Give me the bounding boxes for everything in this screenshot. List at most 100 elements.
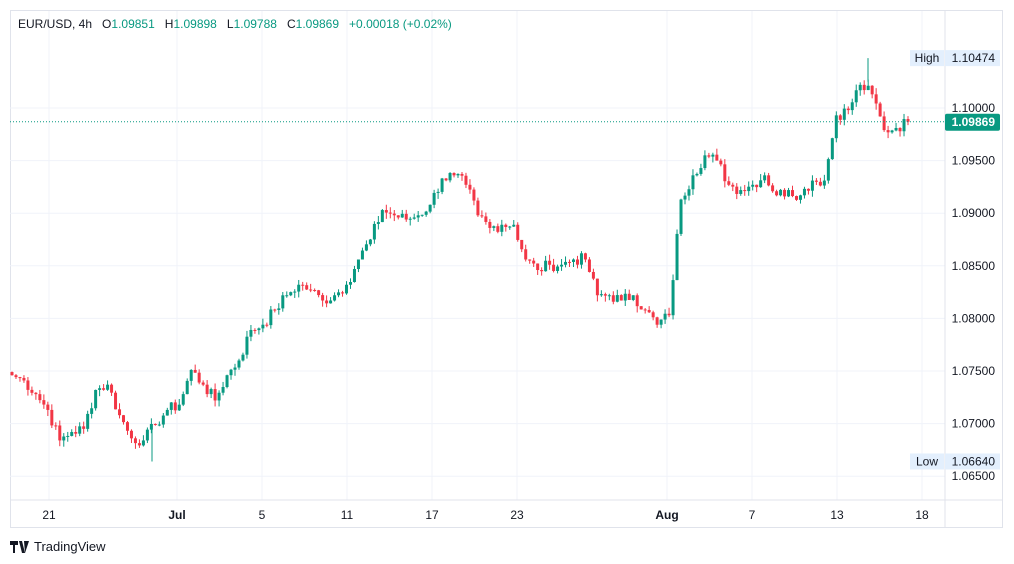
candle-down: [755, 184, 759, 188]
candle-up: [360, 250, 364, 260]
candle-down: [102, 388, 106, 390]
high-value: 1.09898: [173, 17, 217, 31]
candle-up: [277, 308, 281, 310]
candle-up: [866, 85, 870, 91]
candle-down: [707, 155, 711, 157]
candle-up: [416, 215, 420, 218]
candle-down: [313, 289, 317, 291]
candle-up: [560, 264, 564, 267]
candle-up: [858, 84, 862, 91]
candle-down: [587, 259, 591, 272]
candle-up: [337, 292, 341, 296]
candle-down: [325, 300, 329, 304]
candle-down: [444, 178, 448, 181]
candle-up: [372, 223, 376, 240]
candle-down: [193, 369, 197, 373]
candle-up: [894, 127, 898, 131]
candle-up: [368, 239, 372, 245]
candle-up: [165, 409, 169, 416]
candle-down: [50, 409, 54, 426]
candle-down: [639, 306, 643, 310]
candle-up: [78, 426, 82, 434]
candle-up: [564, 261, 568, 265]
candle-down: [516, 224, 520, 240]
candle-up: [826, 159, 830, 181]
candle-down: [125, 422, 129, 431]
candle-down: [735, 186, 739, 194]
candle-down: [603, 294, 607, 296]
candle-up: [544, 260, 548, 272]
candle-up: [739, 190, 743, 194]
candle-down: [74, 432, 78, 434]
candle-up: [779, 189, 783, 196]
tradingview-brand[interactable]: TradingView: [10, 539, 106, 554]
candle-up: [679, 199, 683, 234]
candle-up: [245, 336, 249, 355]
candle-up: [695, 173, 699, 176]
chart-frame: [10, 10, 1003, 528]
low-label-badge: [910, 453, 944, 470]
open-label: O: [102, 17, 112, 31]
candle-down: [532, 260, 536, 264]
candle-up: [98, 388, 102, 390]
candle-down: [118, 409, 122, 416]
time-tick-label: 21: [42, 508, 56, 522]
candle-up: [380, 210, 384, 223]
candle-down: [611, 295, 615, 302]
candle-up: [161, 415, 165, 425]
candle-down: [794, 196, 798, 200]
candle-up: [233, 367, 237, 370]
candle-up: [169, 402, 173, 410]
candle-up: [512, 224, 516, 227]
candle-down: [595, 278, 599, 296]
candle-down: [388, 212, 392, 214]
time-tick-label: 7: [749, 508, 756, 522]
candle-down: [480, 215, 484, 217]
candle-down: [775, 191, 779, 196]
candle-up: [579, 253, 583, 265]
candle-up: [902, 119, 906, 132]
candle-up: [189, 369, 193, 381]
candle-down: [452, 173, 456, 176]
candle-up: [802, 188, 806, 196]
candle-up: [571, 259, 575, 262]
candle-up: [631, 295, 635, 300]
candle-down: [133, 438, 137, 444]
candle-down: [197, 372, 201, 383]
high-label-badge: [910, 50, 944, 67]
candle-down: [870, 85, 874, 95]
candle-down: [10, 372, 14, 376]
candle-up: [281, 295, 285, 309]
candle-up: [432, 192, 436, 205]
candle-down: [838, 115, 842, 120]
candle-down: [265, 324, 269, 326]
low-value-badge: [945, 453, 1000, 470]
candle-down: [723, 164, 727, 182]
candle-down: [568, 261, 572, 263]
candle-up: [703, 155, 707, 169]
candle-up: [659, 319, 663, 325]
candle-up: [86, 413, 90, 429]
candle-up: [691, 175, 695, 190]
candle-up: [364, 244, 368, 251]
candle-up: [225, 375, 229, 387]
candle-down: [791, 190, 795, 197]
candle-up: [352, 269, 356, 283]
candle-down: [129, 430, 133, 439]
candle-up: [699, 168, 703, 174]
candle-down: [253, 329, 257, 331]
candle-down: [767, 175, 771, 186]
candle-up: [261, 324, 265, 329]
high-value-badge: [945, 50, 1000, 67]
candle-down: [460, 173, 464, 176]
candle-up: [822, 180, 826, 186]
candle-up: [90, 408, 94, 414]
candle-up: [181, 394, 185, 405]
close-label: C: [286, 17, 296, 31]
candle-down: [404, 213, 408, 220]
candle-up: [842, 108, 846, 120]
time-tick-label: 23: [510, 508, 524, 522]
candle-up: [221, 386, 225, 393]
candle-down: [114, 392, 118, 410]
